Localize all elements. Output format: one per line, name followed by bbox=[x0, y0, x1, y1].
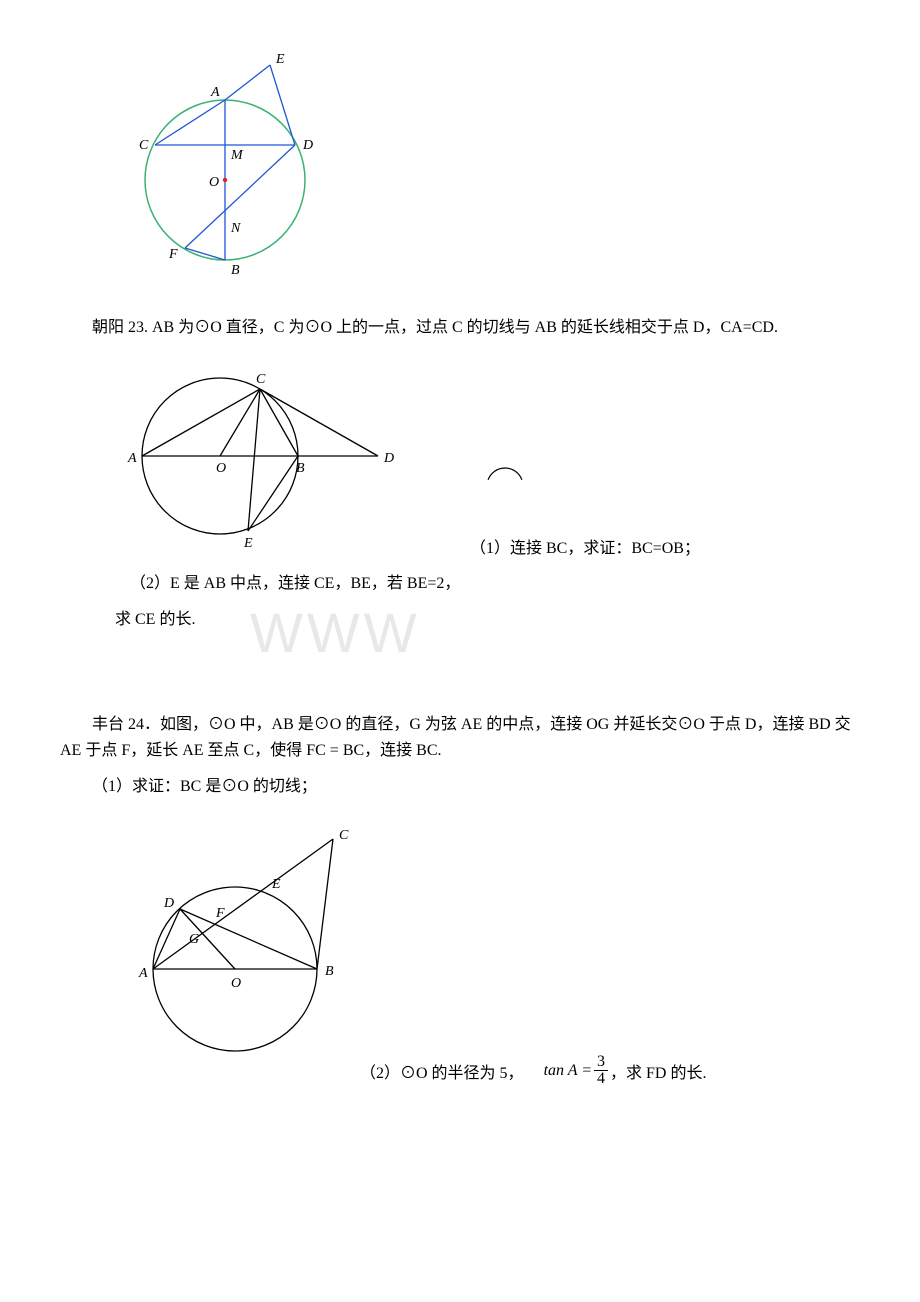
svg-text:C: C bbox=[256, 372, 266, 387]
svg-text:O: O bbox=[231, 976, 241, 991]
figure-3: C E D F G A O B bbox=[110, 819, 860, 1064]
chaoyang-part2b: 求 CE 的长. bbox=[115, 607, 860, 633]
svg-text:B: B bbox=[296, 461, 305, 476]
tan-lhs: tan A = bbox=[544, 1062, 592, 1080]
svg-text:F: F bbox=[168, 247, 178, 262]
svg-text:M: M bbox=[230, 148, 244, 163]
svg-text:B: B bbox=[325, 964, 334, 979]
svg-text:D: D bbox=[163, 896, 174, 911]
geometry-svg-3: C E D F G A O B bbox=[110, 819, 370, 1059]
svg-text:C: C bbox=[139, 138, 149, 153]
svg-text:E: E bbox=[271, 877, 281, 892]
tan-fraction: 3 4 bbox=[594, 1054, 608, 1087]
figure-1: E A C D MO N F B bbox=[110, 50, 860, 285]
chaoyang-part2a: （2）E 是 AB 中点，连接 CE，BE，若 BE=2， bbox=[130, 571, 860, 597]
svg-text:E: E bbox=[243, 536, 253, 551]
chaoyang-intro: 朝阳 23. AB 为⊙O 直径，C 为⊙O 上的一点，过点 C 的切线与 AB… bbox=[60, 315, 860, 341]
fengtai-part2-suffix: ，求 FD 的长. bbox=[610, 1059, 706, 1083]
svg-text:C: C bbox=[339, 828, 349, 843]
svg-text:D: D bbox=[383, 451, 394, 466]
fengtai-part1: （1）求证：BC 是⊙O 的切线； bbox=[60, 774, 860, 800]
tan-den: 4 bbox=[594, 1071, 608, 1087]
fengtai-part2-row: （2）⊙O 的半径为 5， tan A = 3 4 ，求 FD 的长. bbox=[360, 1054, 860, 1087]
svg-text:D: D bbox=[302, 138, 313, 153]
svg-text:B: B bbox=[231, 263, 240, 278]
svg-text:A: A bbox=[127, 451, 137, 466]
svg-text:O: O bbox=[209, 175, 219, 190]
fengtai-part2-prefix: （2）⊙O 的半径为 5， bbox=[360, 1059, 524, 1083]
geometry-svg-1: E A C D MO N F B bbox=[110, 50, 340, 280]
page-content: EACDMONFB 朝阳 23. AB 为⊙O 直径，C 为⊙O 上的一点，过点… bbox=[60, 50, 860, 1087]
fengtai-intro: 丰台 24．如图，⊙O 中，AB 是⊙O 的直径，G 为弦 AE 的中点，连接 … bbox=[60, 712, 860, 763]
tan-num: 3 bbox=[594, 1054, 608, 1071]
svg-text:N: N bbox=[230, 221, 241, 236]
svg-text:A: A bbox=[210, 85, 220, 100]
svg-text:O: O bbox=[216, 461, 226, 476]
geometry-svg-2: C A O B D E bbox=[110, 356, 530, 566]
svg-text:G: G bbox=[189, 932, 199, 947]
svg-text:A: A bbox=[138, 966, 148, 981]
svg-text:F: F bbox=[215, 906, 225, 921]
svg-text:E: E bbox=[275, 52, 285, 67]
chaoyang-part1: （1）连接 BC，求证：BC=OB； bbox=[470, 536, 860, 562]
